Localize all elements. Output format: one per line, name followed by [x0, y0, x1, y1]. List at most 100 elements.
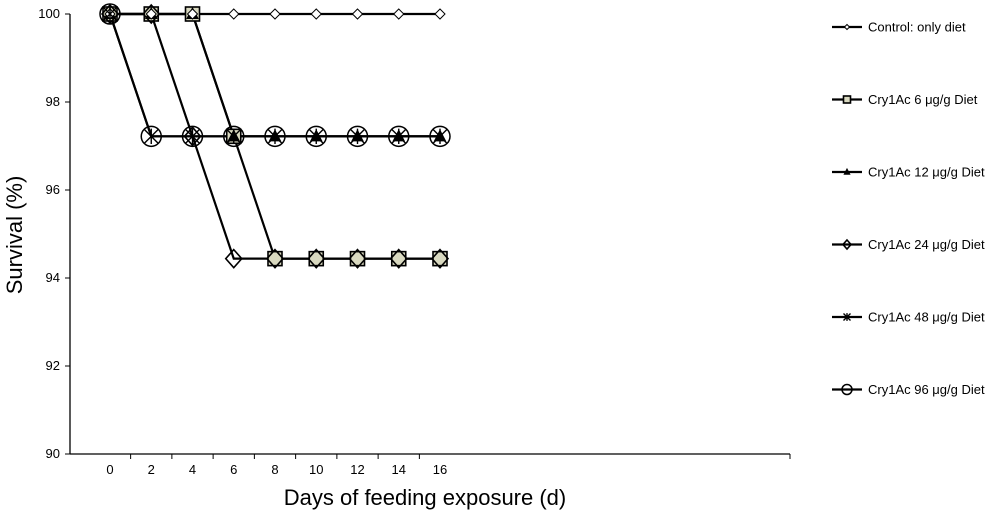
data-point [308, 128, 324, 145]
data-point [432, 128, 448, 145]
legend-item: Cry1Ac 96 μg/g Diet [832, 382, 985, 397]
square-marker [432, 250, 448, 267]
legend-item: Cry1Ac 12 μg/g Diet [832, 165, 985, 180]
diamond-marker [228, 8, 240, 20]
square-marker [308, 250, 325, 267]
diamond-marker [142, 3, 161, 25]
circle-marker [99, 3, 121, 25]
data-point [391, 128, 407, 145]
data-point [264, 125, 286, 148]
data-point [99, 3, 121, 25]
diamond-marker [351, 8, 364, 20]
legend-label: Control: only diet [868, 20, 966, 35]
data-point [100, 3, 120, 25]
data-point [388, 125, 410, 148]
star-marker [432, 128, 448, 145]
legend-label: Cry1Ac 48 μg/g Diet [868, 310, 985, 325]
x-tick-label: 14 [392, 462, 406, 477]
data-point [102, 6, 118, 22]
triangle-marker [843, 167, 851, 175]
circle-marker [346, 125, 369, 148]
data-point [143, 128, 159, 145]
x-tick-label: 10 [309, 462, 323, 477]
data-point [310, 8, 322, 20]
legend-label: Cry1Ac 12 μg/g Diet [868, 165, 985, 180]
data-point [393, 8, 405, 20]
x-tick-label: 16 [433, 462, 447, 477]
diamond-marker [307, 248, 326, 269]
diamond-marker [100, 3, 120, 25]
axes: 90 92 94 96 98 100 0 2 4 6 8 10 12 14 16 [38, 6, 791, 477]
data-point [308, 250, 325, 267]
diamond-marker [183, 126, 202, 147]
y-axis-title: Survival (%) [2, 176, 27, 295]
diamond-marker [265, 248, 285, 269]
data-point [183, 126, 202, 147]
diamond-marker [389, 248, 408, 269]
diamond-marker [841, 238, 853, 251]
star-marker [185, 128, 200, 145]
square-marker [349, 250, 366, 267]
data-point [430, 248, 450, 269]
data-point [346, 125, 369, 148]
legend-item: Cry1Ac 48 μg/g Diet [832, 310, 985, 325]
data-point [142, 3, 161, 25]
y-tick-label: 92 [46, 358, 60, 373]
star-marker [308, 128, 324, 145]
star-marker [391, 128, 407, 145]
circle-marker [429, 125, 451, 148]
data-point [224, 248, 243, 269]
legend-swatch-marker [841, 238, 853, 251]
diamond-marker [269, 8, 281, 20]
diamond-marker [224, 248, 243, 269]
data-point [226, 128, 242, 145]
data-point [307, 248, 326, 269]
star-marker [143, 128, 159, 145]
data-point [434, 8, 446, 20]
data-point [181, 125, 204, 148]
y-tick-label: 90 [46, 446, 60, 461]
y-tick-label: 96 [46, 182, 60, 197]
legend-label: Cry1Ac 6 μg/g Diet [868, 92, 978, 107]
legend: Control: only diet Cry1Ac 6 μg/g Diet Cry1… [832, 20, 985, 397]
legend-item: Cry1Ac 6 μg/g Diet [832, 92, 978, 107]
star-marker [102, 6, 118, 22]
diamond-marker [843, 23, 851, 31]
x-tick-label: 2 [148, 462, 155, 477]
data-point [269, 8, 281, 20]
diamond-marker [186, 8, 199, 20]
legend-swatch-marker [842, 95, 852, 104]
star-marker [267, 128, 283, 145]
square-marker [390, 250, 407, 267]
circle-marker [140, 125, 162, 148]
series-markers [99, 3, 451, 269]
x-tick-label: 4 [189, 462, 196, 477]
data-point [228, 8, 240, 20]
star-marker [843, 313, 851, 321]
legend-item: Cry1Ac 24 μg/g Diet [832, 237, 985, 252]
x-tick-label: 0 [106, 462, 113, 477]
legend-label: Cry1Ac 96 μg/g Diet [868, 382, 985, 397]
data-point [185, 128, 200, 145]
legend-swatch-marker [843, 23, 851, 31]
diamond-marker [434, 8, 446, 20]
square-marker [842, 95, 852, 104]
diamond-marker [430, 248, 450, 269]
y-tick-label: 94 [46, 270, 60, 285]
circle-marker [388, 125, 410, 148]
y-tick-label: 98 [46, 94, 60, 109]
circle-marker [264, 125, 286, 148]
data-point [186, 8, 199, 20]
data-point [348, 248, 367, 269]
data-point [145, 8, 157, 20]
legend-item: Control: only diet [832, 20, 966, 35]
diamond-marker [145, 8, 157, 20]
data-point [223, 125, 245, 148]
y-tick-label: 100 [38, 6, 60, 21]
data-point [390, 250, 407, 267]
data-point [350, 128, 365, 145]
data-point [429, 125, 451, 148]
data-point [265, 248, 285, 269]
